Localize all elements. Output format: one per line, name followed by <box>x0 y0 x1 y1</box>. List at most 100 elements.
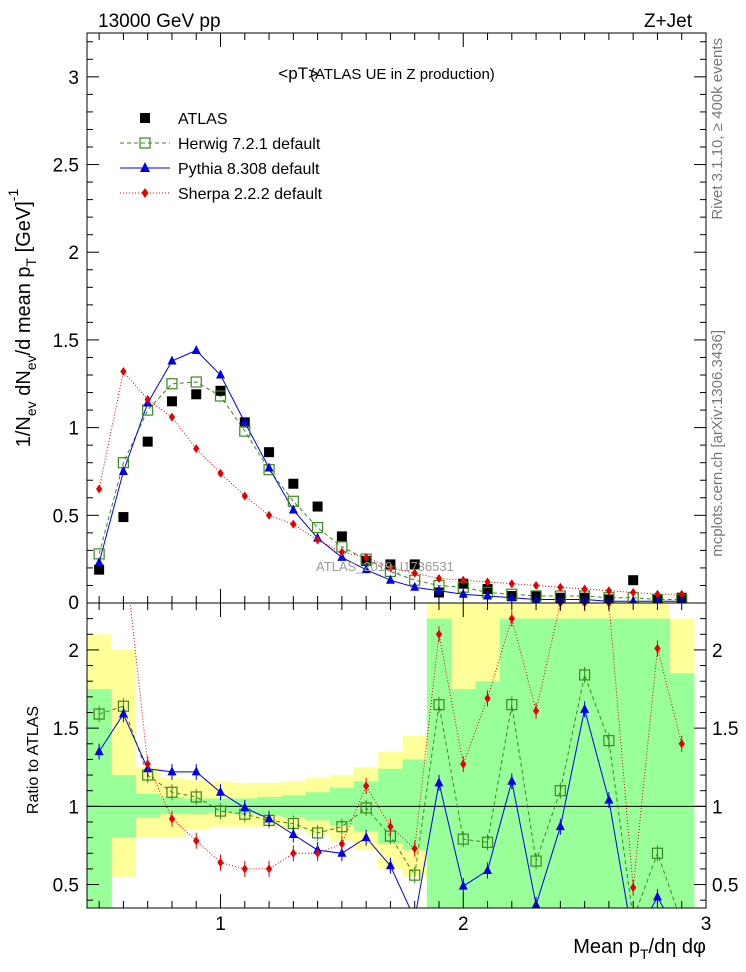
sherpa-point <box>290 519 297 529</box>
sherpa-point <box>217 468 224 478</box>
legend-data-label: ATLAS <box>178 111 228 128</box>
pythia-ratio-point <box>555 821 565 831</box>
sherpa-ratio-point <box>363 781 370 791</box>
main-y-tick-label: 3 <box>68 68 79 89</box>
ratio-y-axis-label: Ratio to ATLAS <box>25 706 42 814</box>
mcplots-note: mcplots.cern.ch [arXiv:1306.3436] <box>709 330 726 557</box>
herwig-ratio-point <box>336 821 348 833</box>
pythia-ratio-point <box>288 828 298 838</box>
sherpa-ratio-point <box>460 759 467 769</box>
sherpa-ratio-point <box>387 822 394 832</box>
ratio-y-tick-label-right: 1 <box>712 797 723 818</box>
sherpa-point <box>484 577 491 587</box>
sherpa-point <box>314 535 321 545</box>
main-axes: 0.5 1 1.5 2 2.5 3 0 <box>53 32 707 614</box>
pythia-point <box>118 465 128 475</box>
sherpa-ratio-point <box>678 739 685 749</box>
sherpa-ratio-point <box>435 629 443 639</box>
main-y-tick-label: 2 <box>68 243 79 264</box>
uncertainty-band-inner <box>572 618 598 908</box>
uncertainty-band-inner <box>135 793 161 818</box>
pythia-ratio-point <box>434 777 444 787</box>
main-y-tick-label: 1 <box>68 419 79 440</box>
herwig-ratio-point <box>360 802 372 814</box>
ratio-frame <box>86 602 707 909</box>
herwig-point <box>190 376 202 388</box>
pythia-ratio-point <box>507 775 517 785</box>
data-point <box>142 436 153 447</box>
herwig-ratio-point <box>312 827 324 839</box>
data-point <box>94 564 105 575</box>
main-y-axis-label: 1/Nev dNev/d mean pT [GeV]-1 <box>5 189 39 448</box>
pythia-point <box>264 462 274 472</box>
pythia-ratio-point <box>483 864 493 874</box>
data-point <box>482 583 493 594</box>
legend-pythia-label: Pythia 8.308 default <box>178 161 320 178</box>
uncertainty-band-inner <box>402 759 428 851</box>
herwig-point <box>214 390 227 402</box>
ratio-y-tick-label-right: 2 <box>712 641 723 662</box>
uncertainty-band-inner <box>548 618 573 908</box>
main-panel: 0.5 1 1.5 2 2.5 3 0 <pT> (ATLAS UE in Z produc… <box>53 32 707 614</box>
data-point <box>409 559 420 570</box>
sherpa-ratio-point <box>193 836 200 846</box>
pythia-point <box>191 344 201 354</box>
legend-herwig-marker <box>139 137 151 149</box>
x-tick-label: 2 <box>458 914 469 935</box>
x-tick-label: 1 <box>215 914 226 935</box>
pythia-ratio-point <box>385 860 395 870</box>
sherpa-point <box>120 366 127 376</box>
sherpa-point <box>508 579 515 589</box>
pythia-ratio-point <box>191 766 201 776</box>
herwig-ratio-point <box>506 699 518 711</box>
data-point <box>336 531 347 542</box>
pythia-ratio-point <box>652 891 662 901</box>
sherpa-point <box>387 563 394 573</box>
pythia-ratio-point <box>580 703 590 713</box>
pythia-ratio-point <box>264 813 274 823</box>
sherpa-point <box>532 580 540 590</box>
pythia-point <box>385 574 395 584</box>
ratio-y-tick-label-left: 2 <box>68 641 79 662</box>
pythia-point <box>288 504 298 514</box>
x-axis-label: Mean pT/dη dφ <box>573 936 706 962</box>
herwig-ratio-point <box>579 669 591 681</box>
collision-label: 13000 GeV pp <box>98 11 221 32</box>
data-point <box>264 447 275 458</box>
data-point <box>118 512 129 523</box>
sherpa-point <box>654 589 661 599</box>
data-point <box>628 575 639 586</box>
pythia-ratio-point <box>240 802 250 812</box>
main-y-tick-label: 0 <box>68 593 79 614</box>
pythia-ratio-point <box>361 832 371 842</box>
uncertainty-band-inner <box>596 618 622 908</box>
legend-herwig-label: Herwig 7.2.1 default <box>178 136 321 153</box>
herwig-ratio-point <box>481 836 494 848</box>
legend-pythia-marker <box>140 162 150 172</box>
main-plot-area <box>87 33 706 603</box>
uncertainty-band-inner <box>87 689 112 908</box>
main-y-tick-label: 1.5 <box>53 331 79 352</box>
herwig-ratio-point <box>214 805 227 817</box>
sherpa-point <box>557 582 564 592</box>
uncertainty-band-inner <box>645 618 671 908</box>
sherpa-ratio-point <box>144 759 151 769</box>
pythia-point <box>434 585 444 595</box>
sherpa-ratio-point <box>532 706 540 716</box>
main-y-tick-label: 0.5 <box>53 506 79 527</box>
sherpa-ratio-point <box>168 814 176 824</box>
pythia-ratio-point <box>604 794 614 804</box>
herwig-ratio-point <box>530 855 542 867</box>
data-point <box>288 478 299 489</box>
sherpa-point <box>435 573 443 583</box>
sherpa-point <box>193 444 200 454</box>
pythia-point <box>216 369 226 379</box>
pythia-point <box>361 564 371 574</box>
herwig-ratio-point <box>457 833 469 845</box>
sherpa-ratio-point <box>508 614 515 624</box>
sherpa-ratio-point <box>290 848 297 858</box>
sherpa-ratio-point <box>265 864 273 874</box>
uncertainty-band-inner <box>159 796 185 815</box>
herwig-ratio-point <box>651 847 664 859</box>
